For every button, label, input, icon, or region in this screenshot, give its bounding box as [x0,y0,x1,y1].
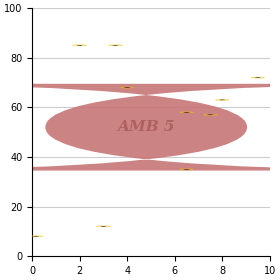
Circle shape [209,115,212,116]
Circle shape [31,235,34,236]
Circle shape [109,45,112,46]
Circle shape [262,77,265,78]
Circle shape [96,226,99,227]
Circle shape [223,99,227,100]
Text: AMB 5: AMB 5 [118,120,175,134]
Circle shape [132,87,135,88]
Circle shape [37,235,40,236]
Circle shape [216,99,219,100]
Circle shape [204,114,207,115]
Circle shape [108,226,111,227]
Circle shape [108,45,111,46]
Circle shape [185,111,188,112]
Circle shape [250,77,254,78]
Circle shape [226,100,229,101]
Circle shape [119,45,122,46]
Circle shape [77,45,83,46]
Circle shape [218,99,221,100]
Circle shape [179,112,182,113]
Circle shape [120,87,123,88]
Circle shape [206,114,209,115]
Circle shape [191,112,194,113]
Circle shape [34,235,38,236]
Circle shape [73,45,76,46]
Circle shape [251,77,255,78]
Circle shape [190,169,193,170]
Circle shape [223,100,227,101]
FancyBboxPatch shape [0,84,280,171]
Circle shape [29,236,32,237]
Circle shape [180,169,183,170]
Circle shape [120,45,123,46]
Circle shape [83,45,87,46]
Circle shape [216,100,219,101]
Circle shape [72,45,76,46]
Circle shape [112,45,118,46]
Circle shape [101,226,106,227]
Circle shape [184,112,190,113]
Circle shape [218,100,221,101]
Circle shape [221,100,224,101]
Circle shape [212,114,215,115]
Circle shape [124,87,130,88]
Circle shape [184,169,190,170]
Circle shape [261,77,265,78]
Circle shape [214,114,217,115]
Circle shape [84,45,87,46]
Circle shape [39,236,43,237]
Circle shape [226,99,229,100]
Circle shape [33,236,39,237]
Circle shape [255,77,261,78]
